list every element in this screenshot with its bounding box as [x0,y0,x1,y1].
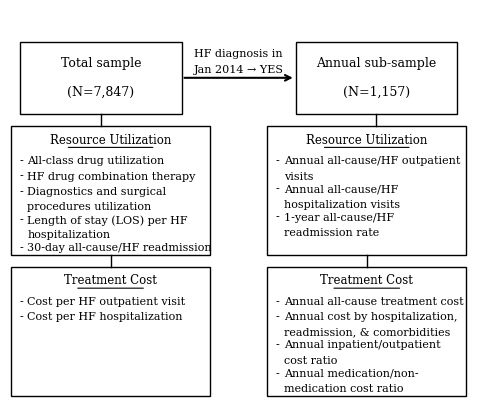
Text: (N=7,847): (N=7,847) [68,85,134,98]
FancyBboxPatch shape [267,267,466,396]
Text: -: - [276,369,280,379]
Text: readmission rate: readmission rate [284,228,379,238]
Text: procedures utilization: procedures utilization [28,202,152,212]
FancyBboxPatch shape [11,267,210,396]
Text: (N=1,157): (N=1,157) [342,85,410,98]
Text: -: - [20,297,23,307]
Text: Treatment Cost: Treatment Cost [64,275,157,288]
Text: Length of stay (LOS) per HF: Length of stay (LOS) per HF [28,215,188,226]
Text: Annual cost by hospitalization,: Annual cost by hospitalization, [284,312,457,322]
Text: -: - [276,184,280,194]
Text: Total sample: Total sample [61,57,142,70]
Text: -: - [20,187,23,197]
Text: Annual sub-sample: Annual sub-sample [316,57,436,70]
Text: Diagnostics and surgical: Diagnostics and surgical [28,187,166,197]
FancyBboxPatch shape [296,42,457,114]
Text: -: - [20,243,23,253]
Text: -: - [276,312,280,322]
Text: -: - [20,312,23,322]
Text: hospitalization visits: hospitalization visits [284,200,400,210]
Text: Annual all-cause/HF: Annual all-cause/HF [284,184,398,194]
Text: Treatment Cost: Treatment Cost [320,275,413,288]
Text: Annual inpatient/outpatient: Annual inpatient/outpatient [284,341,440,350]
Text: 30-day all-cause/HF readmission: 30-day all-cause/HF readmission [28,243,212,253]
Text: -: - [276,297,280,307]
Text: Resource Utilization: Resource Utilization [306,134,428,147]
Text: cost ratio: cost ratio [284,356,337,366]
Text: Resource Utilization: Resource Utilization [50,134,171,147]
Text: readmission, & comorbidities: readmission, & comorbidities [284,328,450,338]
Text: -: - [276,213,280,223]
FancyBboxPatch shape [20,42,182,114]
FancyBboxPatch shape [267,126,466,255]
Text: 1-year all-cause/HF: 1-year all-cause/HF [284,213,394,223]
Text: Cost per HF hospitalization: Cost per HF hospitalization [28,312,183,322]
Text: Cost per HF outpatient visit: Cost per HF outpatient visit [28,297,186,307]
Text: -: - [20,215,23,225]
Text: Annual all-cause treatment cost: Annual all-cause treatment cost [284,297,464,307]
Text: All-class drug utilization: All-class drug utilization [28,156,164,166]
Text: -: - [20,156,23,166]
Text: Annual medication/non-: Annual medication/non- [284,369,418,379]
Text: visits: visits [284,172,313,181]
Text: -: - [276,156,280,166]
Text: HF diagnosis in: HF diagnosis in [194,49,283,59]
Text: -: - [20,172,23,181]
Text: Jan 2014 → YES: Jan 2014 → YES [194,65,284,75]
FancyBboxPatch shape [11,126,210,255]
Text: hospitalization: hospitalization [28,230,110,240]
Text: Annual all-cause/HF outpatient: Annual all-cause/HF outpatient [284,156,460,166]
Text: medication cost ratio: medication cost ratio [284,384,403,394]
Text: HF drug combination therapy: HF drug combination therapy [28,172,196,181]
Text: -: - [276,341,280,350]
